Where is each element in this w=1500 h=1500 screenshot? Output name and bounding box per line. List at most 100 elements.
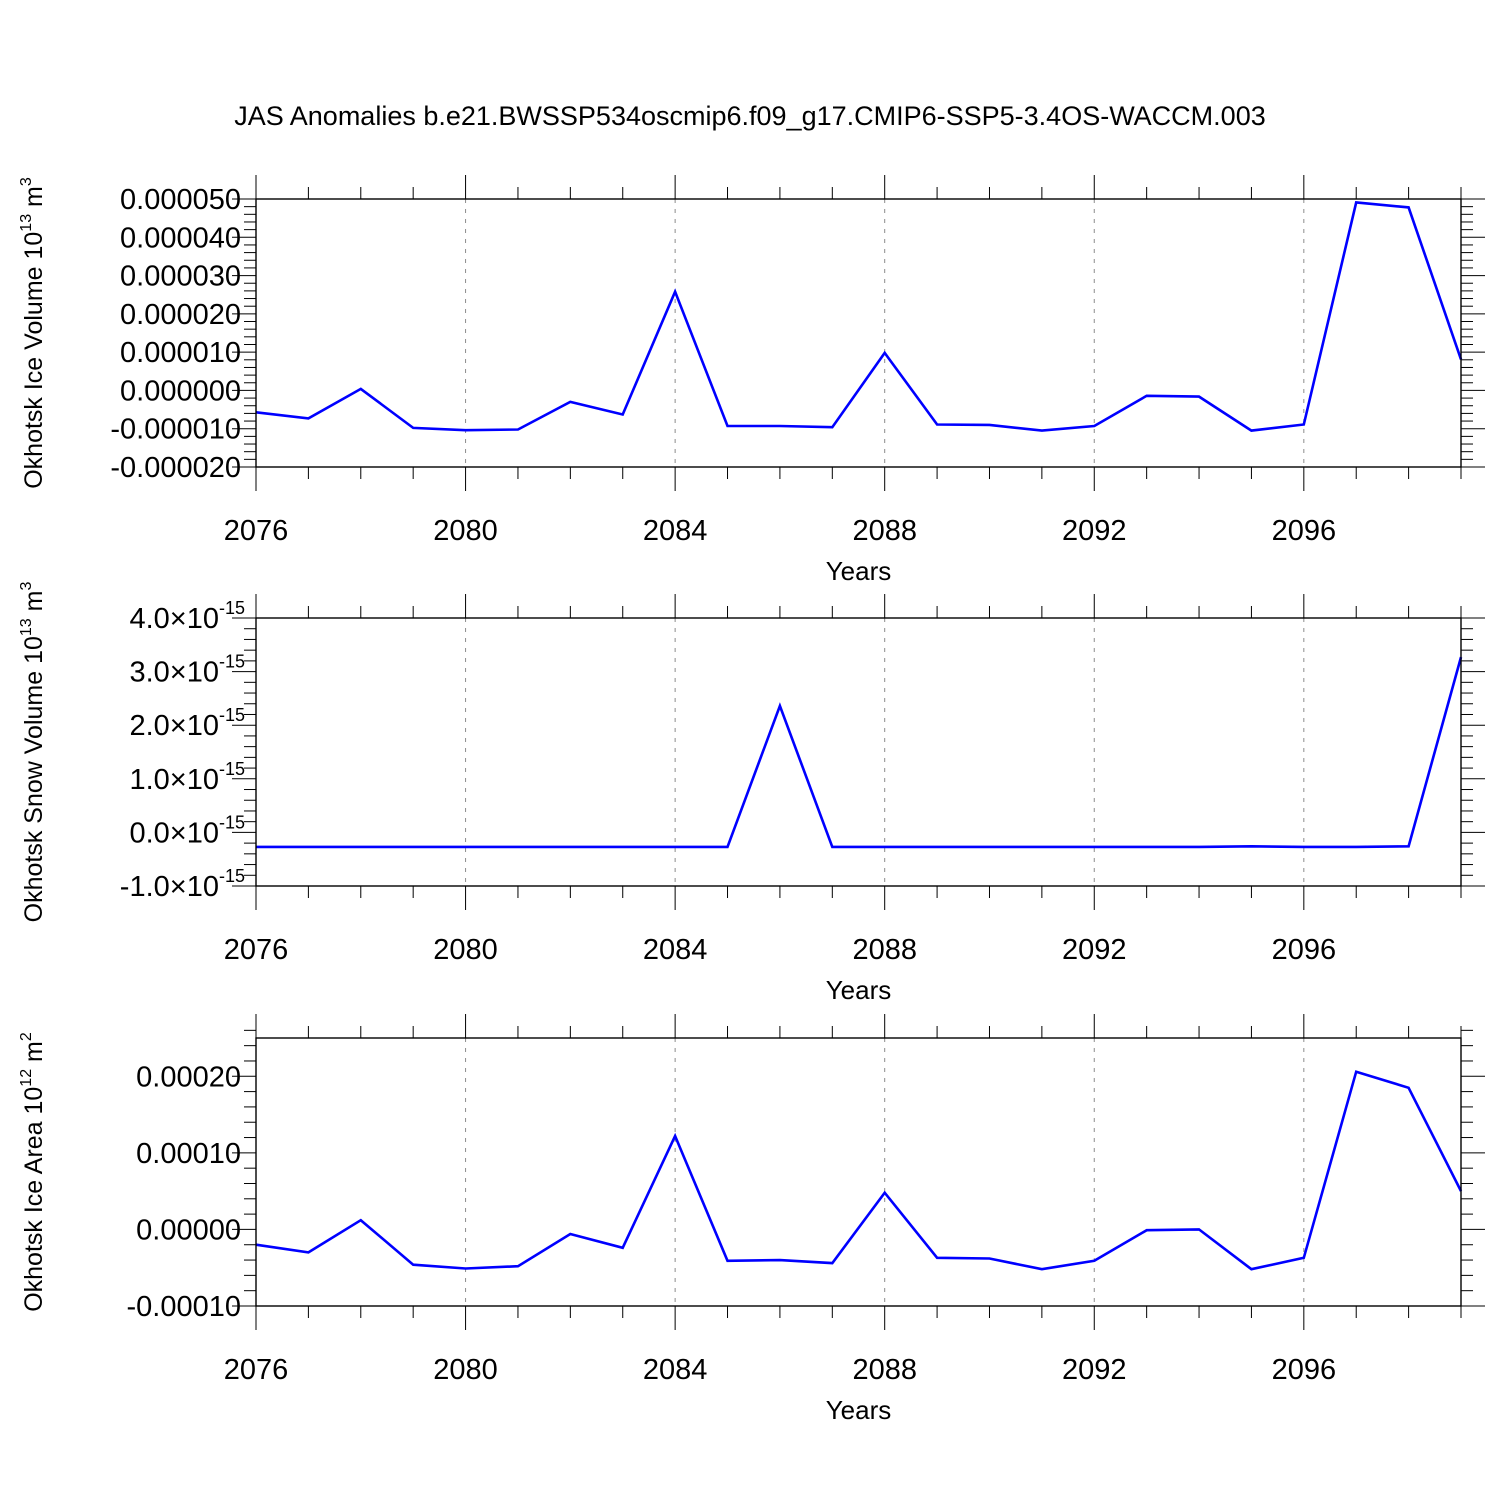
x-tick-label: 2076 bbox=[224, 934, 289, 966]
y-tick-times: × bbox=[170, 603, 187, 635]
y-tick-label: 0.0×10-15 bbox=[129, 812, 245, 849]
y-tick-label: 0.000050 bbox=[120, 184, 241, 216]
y-tick-times: × bbox=[170, 710, 187, 742]
x-gridlines bbox=[465, 199, 1305, 467]
series-line bbox=[255, 1070, 1463, 1271]
x-tick-label: 2096 bbox=[1272, 515, 1337, 547]
x-tick-label: 2076 bbox=[224, 515, 289, 547]
y-tick-base: 10 bbox=[187, 710, 219, 742]
axis-ticks bbox=[232, 175, 1485, 491]
y-tick-exponent: -15 bbox=[219, 866, 245, 886]
series-lines bbox=[255, 200, 1463, 432]
y-axis-label-unit-exponent: 2 bbox=[18, 1032, 35, 1041]
y-tick-mantissa: 4.0 bbox=[129, 603, 169, 635]
series-line bbox=[256, 656, 1463, 849]
y-tick-label: 0.00000 bbox=[136, 1214, 241, 1246]
y-tick-base: 10 bbox=[187, 817, 219, 849]
x-tick-label: 2080 bbox=[433, 934, 498, 966]
x-tick-label: 2092 bbox=[1062, 934, 1127, 966]
y-tick-label: 0.00020 bbox=[136, 1061, 241, 1093]
y-axis-label-unit-exponent: 3 bbox=[18, 582, 35, 591]
series-lines bbox=[256, 656, 1463, 849]
y-tick-label: -0.000020 bbox=[110, 452, 241, 484]
y-tick-label: 0.000010 bbox=[120, 337, 241, 369]
y-axis-label: Okhotsk Ice Volume 1013 m3 bbox=[18, 177, 48, 489]
x-tick-label: 2096 bbox=[1272, 1354, 1337, 1386]
x-gridlines bbox=[465, 618, 1305, 886]
x-tick-label: 2084 bbox=[643, 934, 708, 966]
y-tick-exponent: -15 bbox=[219, 759, 245, 779]
x-tick-label: 2088 bbox=[852, 515, 917, 547]
y-tick-mantissa: -1.0 bbox=[120, 871, 170, 903]
y-tick-label: 0.000040 bbox=[120, 222, 241, 254]
y-tick-label: -1.0×10-15 bbox=[120, 866, 245, 903]
y-tick-times: × bbox=[170, 764, 187, 796]
x-tick-labels: 2076 2080 2084 2088 2092 2096 bbox=[224, 515, 1336, 547]
x-tick-label: 2092 bbox=[1062, 1354, 1127, 1386]
y-tick-times: × bbox=[170, 657, 187, 689]
plot-frame bbox=[255, 617, 1462, 887]
y-axis-label-unit: m bbox=[20, 1041, 48, 1069]
y-tick-label: 2.0×10-15 bbox=[129, 705, 245, 742]
y-tick-exponent: -15 bbox=[219, 812, 245, 832]
y-axis-label-exponent: 13 bbox=[18, 618, 35, 636]
y-axis-label-text: Okhotsk Ice Volume 10 bbox=[20, 232, 48, 489]
series-line bbox=[255, 200, 1463, 432]
panel-ice-volume: -0.000020 -0.000010 0.000000 0.000010 0.0000… bbox=[18, 175, 1485, 586]
y-tick-labels: -0.000020 -0.000010 0.000000 0.000010 0.0000… bbox=[110, 184, 241, 484]
chart-title: JAS Anomalies b.e21.BWSSP534oscmip6.f09_… bbox=[234, 101, 1265, 131]
panel-snow-volume: -1.0×10-150.0×10-151.0×10-152.0×10-153.0… bbox=[18, 582, 1485, 1005]
y-axis-label-exponent: 12 bbox=[18, 1069, 35, 1087]
axis-ticks bbox=[232, 594, 1485, 910]
x-tick-label: 2080 bbox=[433, 1354, 498, 1386]
y-tick-labels: -1.0×10-150.0×10-151.0×10-152.0×10-153.0… bbox=[120, 598, 245, 903]
x-axis-label: Years bbox=[826, 1395, 892, 1425]
y-axis-label: Okhotsk Ice Area 1012 m2 bbox=[18, 1032, 48, 1312]
y-tick-label: 3.0×10-15 bbox=[129, 652, 245, 689]
y-tick-base: 10 bbox=[187, 603, 219, 635]
y-axis-label-unit: m bbox=[20, 591, 48, 619]
y-tick-label: 0.000000 bbox=[120, 375, 241, 407]
y-tick-label: 1.0×10-15 bbox=[129, 759, 245, 796]
y-tick-mantissa: 2.0 bbox=[129, 710, 169, 742]
y-tick-times: × bbox=[170, 817, 187, 849]
y-tick-labels: -0.00010 0.00000 0.00010 0.00020 bbox=[127, 1061, 242, 1323]
x-axis-label: Years bbox=[826, 975, 892, 1005]
y-axis-label: Okhotsk Snow Volume 1013 m3 bbox=[18, 582, 48, 923]
x-tick-label: 2084 bbox=[643, 515, 708, 547]
x-tick-label: 2088 bbox=[852, 1354, 917, 1386]
x-axis-label: Years bbox=[826, 556, 892, 586]
y-tick-mantissa: 3.0 bbox=[129, 657, 169, 689]
y-tick-times: × bbox=[170, 871, 187, 903]
y-tick-base: 10 bbox=[187, 871, 219, 903]
y-tick-label: 0.00010 bbox=[136, 1138, 241, 1170]
plot-frame bbox=[255, 1037, 1462, 1307]
y-tick-label: 0.000030 bbox=[120, 261, 241, 293]
x-gridlines bbox=[465, 1038, 1305, 1306]
x-tick-label: 2088 bbox=[852, 934, 917, 966]
y-tick-label: -0.000010 bbox=[110, 414, 241, 446]
y-axis-label-unit: m bbox=[20, 186, 48, 214]
x-tick-label: 2076 bbox=[224, 1354, 289, 1386]
y-axis-label-text: Okhotsk Snow Volume 10 bbox=[20, 636, 48, 922]
y-tick-exponent: -15 bbox=[219, 705, 245, 725]
y-axis-label-exponent: 13 bbox=[18, 214, 35, 232]
y-tick-base: 10 bbox=[187, 764, 219, 796]
y-axis-label-unit-exponent: 3 bbox=[18, 177, 35, 186]
x-tick-label: 2084 bbox=[643, 1354, 708, 1386]
x-tick-labels: 2076 2080 2084 2088 2092 2096 bbox=[224, 934, 1336, 966]
y-axis-label-text: Okhotsk Ice Area 10 bbox=[20, 1087, 48, 1312]
y-tick-exponent: -15 bbox=[219, 652, 245, 672]
y-tick-base: 10 bbox=[187, 657, 219, 689]
y-tick-exponent: -15 bbox=[219, 598, 245, 618]
y-tick-label: -0.00010 bbox=[127, 1291, 242, 1323]
series-lines bbox=[255, 1070, 1463, 1271]
plot-frame bbox=[255, 198, 1462, 468]
y-tick-label: 0.000020 bbox=[120, 299, 241, 331]
x-tick-labels: 2076 2080 2084 2088 2092 2096 bbox=[224, 1354, 1336, 1386]
y-tick-mantissa: 1.0 bbox=[129, 764, 169, 796]
y-tick-mantissa: 0.0 bbox=[129, 817, 169, 849]
axis-ticks bbox=[232, 1014, 1485, 1330]
